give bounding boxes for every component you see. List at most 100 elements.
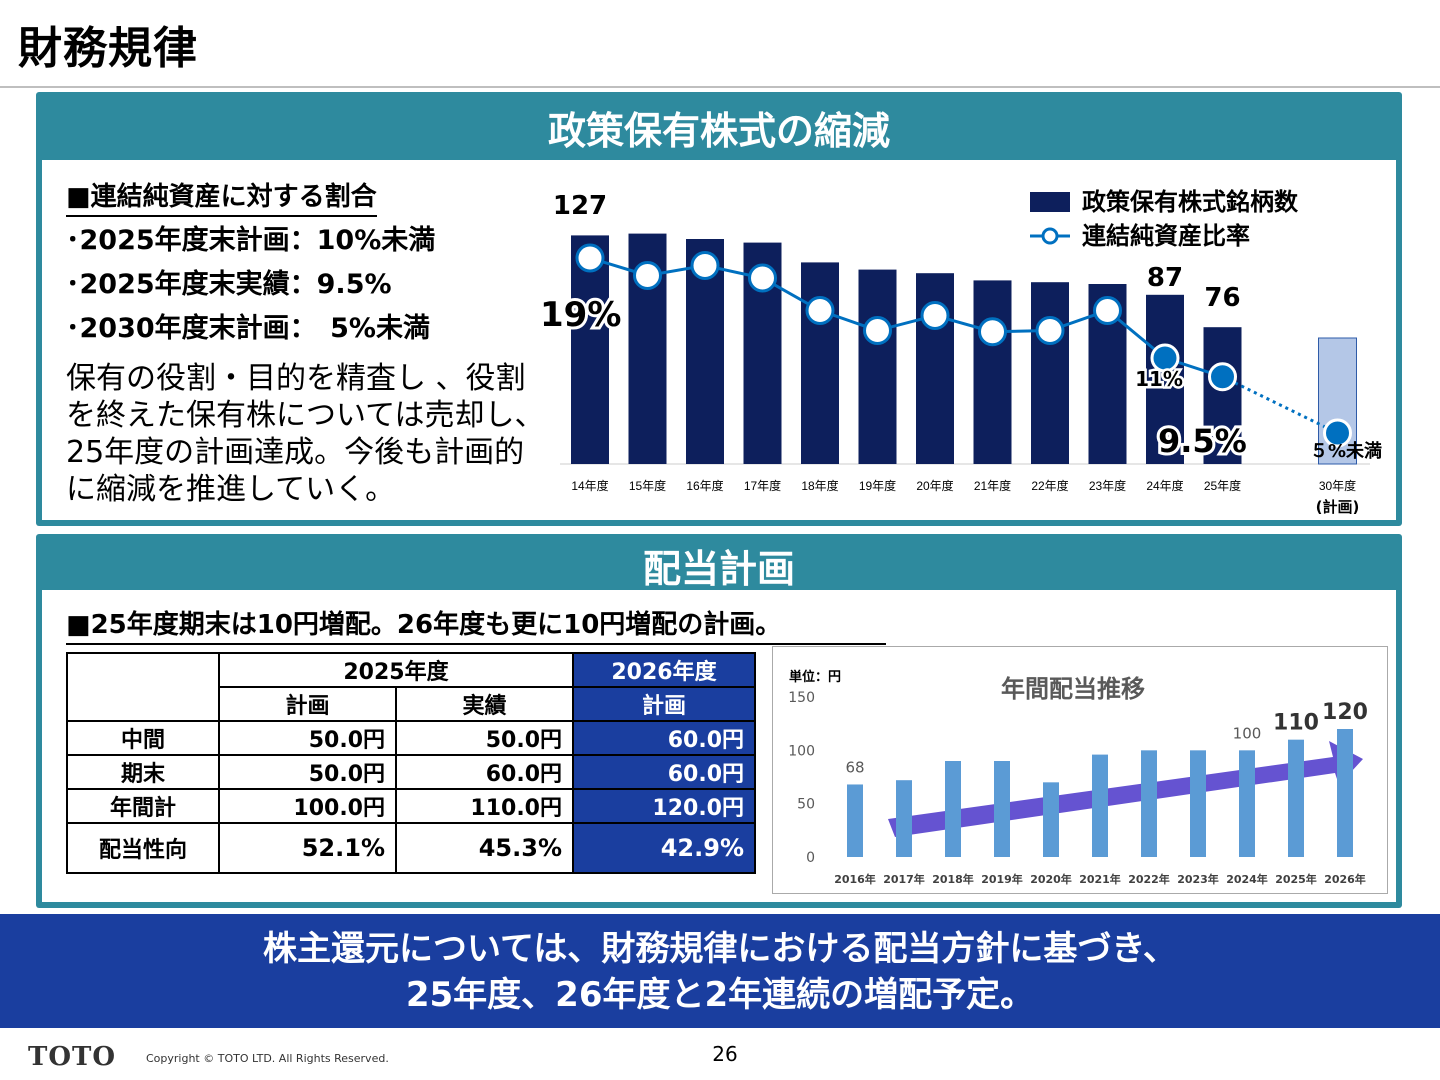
column-actual: 実績 — [395, 686, 574, 722]
ratio-point — [748, 263, 777, 293]
x-tick-label: 2018年 — [932, 872, 974, 886]
table-row: 期末 50.0円 60.0円 60.0円 — [66, 754, 756, 790]
column-plan-2026: 計画 — [572, 686, 756, 722]
x-tick-label: 21年度 — [974, 478, 1011, 493]
bar-value-label: 120 — [1322, 700, 1368, 725]
x-tick-label: 24年度 — [1146, 478, 1183, 493]
x-tick-label: 22年度 — [1031, 478, 1068, 493]
table-cell: 50.0円 — [395, 720, 574, 756]
x-tick-label: 17年度 — [744, 478, 781, 493]
ratio-line-plan — [1221, 375, 1339, 435]
x-tick-label: 2024年 — [1226, 872, 1268, 886]
company-logo: TOTO — [28, 1042, 116, 1072]
table-cell: 52.1% — [218, 822, 397, 874]
section-heading: ■25年度期末は10円増配。26年度も更に10円増配の計画。 — [66, 604, 886, 645]
ratio-point — [1035, 316, 1065, 345]
bar — [1031, 282, 1069, 464]
banner-line: 25年度、26年度と2年連続の増配予定。 — [405, 975, 1035, 1015]
x-tick-label: 2023年 — [1177, 872, 1219, 886]
ratio-point — [978, 317, 1007, 347]
x-tick-label: 30年度 — [1319, 478, 1356, 493]
body-line: 保有の役割・目的を精査し 、役割 — [66, 361, 526, 396]
x-tick-label: 16年度 — [686, 478, 723, 493]
y-tick-label: 150 — [788, 690, 815, 706]
body-line: を終えた保有株については売却し、 — [66, 398, 545, 433]
x-tick-label: 2025年 — [1275, 872, 1317, 886]
annual-dividend-chart-box: 単位：円 年間配当推移 0 50 100 150 2016年 2017年 2018年 2019年 2… — [772, 646, 1388, 894]
body-line: 25年度の計画達成。今後も計画的 — [66, 435, 525, 470]
bar-value-label: 100 — [1233, 724, 1262, 742]
bar — [1337, 729, 1353, 857]
x-tick-label: 2026年 — [1324, 872, 1366, 886]
bar — [847, 784, 863, 857]
copyright-text: Copyright © TOTO LTD. All Rights Reserve… — [146, 1052, 389, 1065]
bar-value-label: 110 — [1273, 711, 1319, 736]
x-tick-label: 2019年 — [981, 872, 1023, 886]
y-tick-label: 50 — [797, 797, 815, 813]
section-title: 政策保有株式の縮減 — [547, 109, 890, 153]
x-tick-label: 14年度 — [571, 478, 608, 493]
table-corner-cell — [66, 652, 220, 722]
legend-bar-swatch — [1030, 192, 1070, 212]
dividend-table: 2025年度 2026年度 計画 実績 計画 中間 50.0円 50.0円 60… — [66, 652, 756, 874]
bullet-item: ･2025年度末計画：10%未満 — [66, 225, 436, 256]
table-cell: 120.0円 — [572, 788, 756, 824]
table-row: 中間 50.0円 50.0円 60.0円 — [66, 720, 756, 756]
bar — [1190, 750, 1206, 857]
table-subheader-row: 計画 実績 計画 — [67, 686, 756, 722]
x-tick-label: 2022年 — [1128, 872, 1170, 886]
ratio-point — [920, 301, 950, 330]
body-line: に縮減を推進していく。 — [66, 472, 396, 507]
bar — [973, 280, 1012, 464]
x-tick-label: 2017年 — [883, 872, 925, 886]
ratio-point — [1208, 362, 1237, 392]
x-tick-label: 23年度 — [1089, 478, 1126, 493]
bar — [1092, 754, 1108, 857]
ratio-point — [633, 261, 662, 290]
title-divider — [0, 86, 1440, 88]
legend-label: 連結純資産比率 — [1082, 222, 1250, 250]
section-title: 配当計画 — [642, 547, 795, 591]
x-tick-label: 20年度 — [916, 478, 953, 493]
bar — [858, 269, 897, 464]
x-tick-label: 2021年 — [1079, 872, 1121, 886]
row-label: 期末 — [66, 754, 220, 790]
ratio-line — [589, 256, 1223, 379]
ratio-point — [805, 296, 835, 325]
row-label: 配当性向 — [66, 822, 220, 874]
bar — [1146, 294, 1184, 464]
section-heading: ■連結純資産に対する割合 — [66, 176, 377, 217]
column-group-2025: 2025年度 — [218, 652, 574, 688]
x-tick-label: 19年度 — [859, 478, 896, 493]
bar-value-label: 76 — [1204, 283, 1240, 313]
table-cell: 60.0円 — [572, 720, 756, 756]
table-cell: 45.3% — [395, 822, 574, 874]
x-tick-label: 2020年 — [1030, 872, 1072, 886]
bullet-item: ･2025年度末実績：9.5% — [66, 269, 392, 300]
line-value-label: 9.5% — [1158, 422, 1247, 460]
ratio-point — [1323, 418, 1352, 448]
y-tick-label: 0 — [806, 850, 815, 866]
bullet-item: ･2030年度末計画： 5%未満 — [66, 313, 430, 344]
ratio-point — [863, 316, 892, 345]
annual-dividend-chart: 単位：円 年間配当推移 0 50 100 150 2016年 2017年 2018年 2019年 2… — [788, 669, 1368, 886]
bar-value-label: 87 — [1147, 263, 1183, 293]
table-cell: 110.0円 — [395, 788, 574, 824]
table-cell: 100.0円 — [218, 788, 397, 824]
table-cell: 60.0円 — [395, 754, 574, 790]
x-tick-label: 25年度 — [1204, 478, 1241, 493]
line-value-label: 11% — [1135, 367, 1183, 391]
legend-line-marker — [1041, 227, 1059, 245]
bar — [801, 262, 839, 464]
bar — [1141, 750, 1157, 857]
table-cell: 42.9% — [572, 822, 756, 874]
ratio-point — [1150, 343, 1180, 373]
chart-title: 年間配当推移 — [1001, 675, 1145, 703]
ratio-point — [1093, 296, 1122, 325]
column-plan: 計画 — [218, 686, 397, 722]
bar — [896, 780, 912, 857]
table-row: 配当性向 52.1% 45.3% 42.9% — [66, 822, 756, 874]
x-tick-label: 18年度 — [801, 478, 838, 493]
y-tick-label: 100 — [788, 743, 815, 759]
ratio-point — [690, 251, 720, 280]
